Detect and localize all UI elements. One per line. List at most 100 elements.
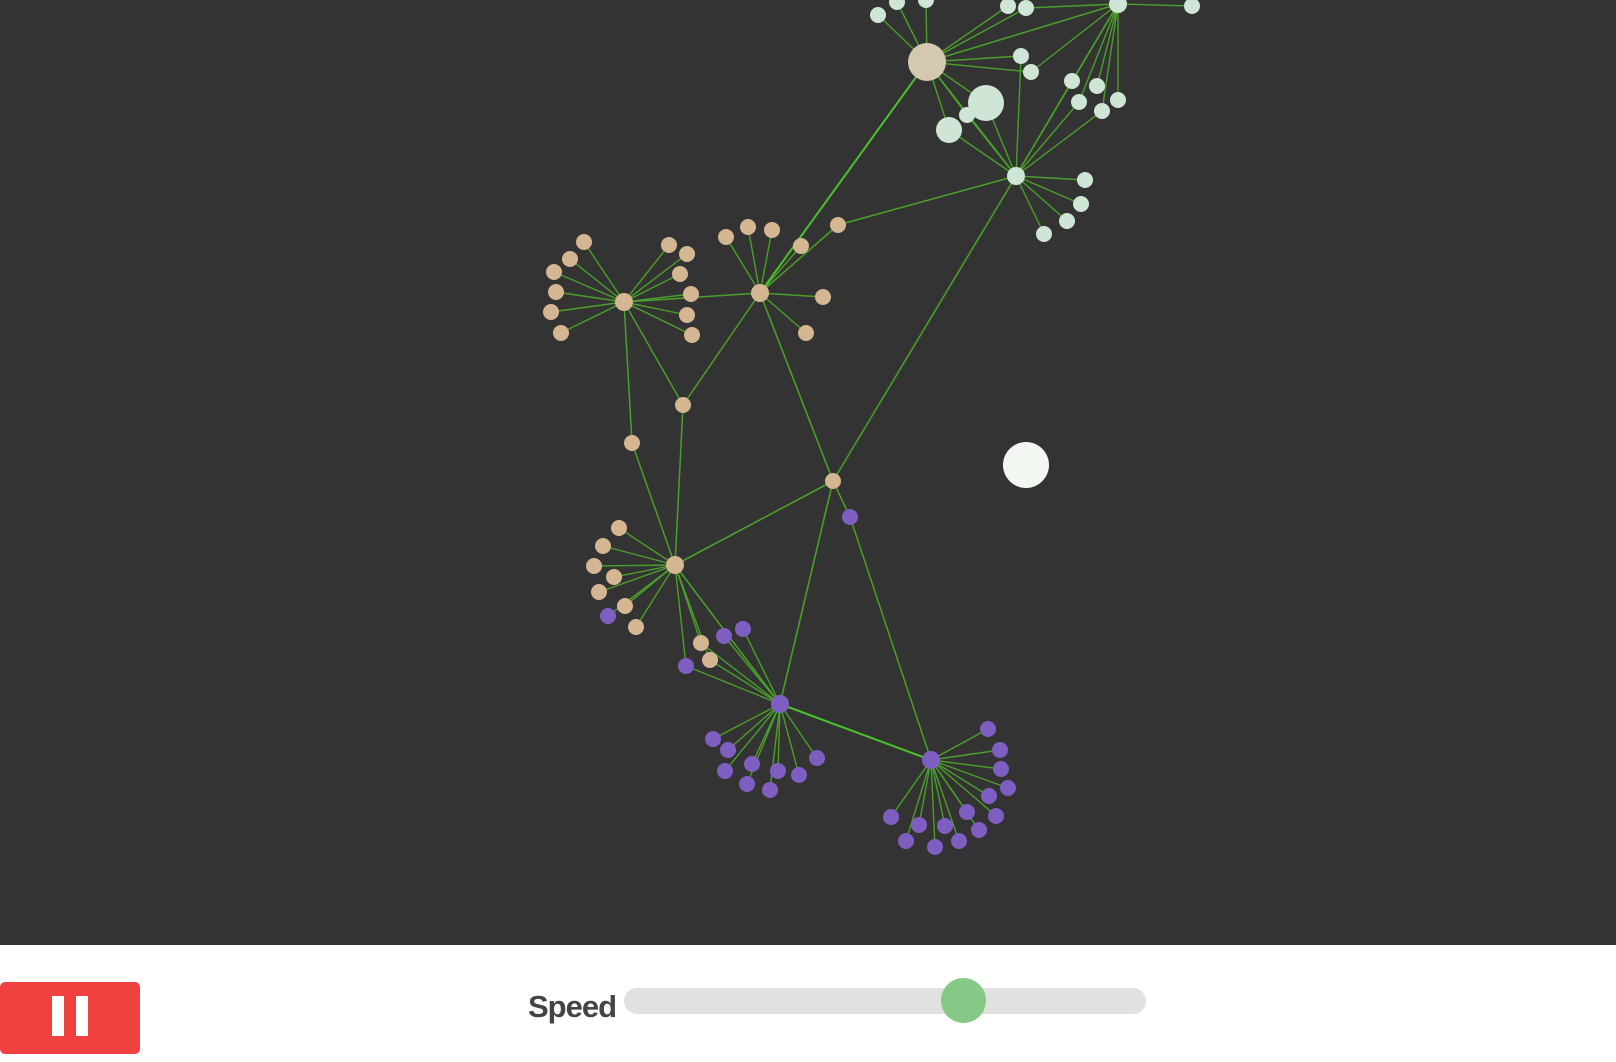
graph-node[interactable] (683, 286, 699, 302)
graph-node[interactable] (1023, 64, 1039, 80)
graph-node[interactable] (1036, 226, 1052, 242)
graph-node[interactable] (720, 742, 736, 758)
graph-hub-node[interactable] (908, 43, 946, 81)
graph-node[interactable] (1089, 78, 1105, 94)
graph-node[interactable] (1110, 92, 1126, 108)
graph-hub-node[interactable] (615, 293, 633, 311)
graph-node[interactable] (679, 307, 695, 323)
graph-node[interactable] (591, 584, 607, 600)
graph-node[interactable] (693, 635, 709, 651)
graph-node[interactable] (661, 237, 677, 253)
graph-hub-node[interactable] (1109, 0, 1127, 13)
graph-node[interactable] (1059, 213, 1075, 229)
graph-node[interactable] (717, 763, 733, 779)
graph-edge (777, 703, 781, 772)
graph-node[interactable] (675, 397, 691, 413)
graph-node[interactable] (815, 289, 831, 305)
graph-node[interactable] (980, 721, 996, 737)
graph-node[interactable] (889, 0, 905, 10)
graph-hub-node[interactable] (771, 695, 789, 713)
graph-node[interactable] (1000, 780, 1016, 796)
graph-node[interactable] (968, 85, 1004, 121)
graph-node[interactable] (624, 435, 640, 451)
graph-edge (759, 292, 824, 298)
graph-node[interactable] (981, 788, 997, 804)
graph-node[interactable] (718, 229, 734, 245)
graph-node[interactable] (770, 763, 786, 779)
graph-node[interactable] (716, 628, 732, 644)
graph-node[interactable] (546, 264, 562, 280)
graph-edge (930, 728, 989, 761)
graph-node[interactable] (684, 327, 700, 343)
graph-node[interactable] (993, 761, 1009, 777)
network-graph-canvas[interactable] (0, 0, 1616, 945)
graph-node[interactable] (937, 818, 953, 834)
graph-node[interactable] (1000, 0, 1016, 14)
graph-node[interactable] (678, 658, 694, 674)
speed-slider-thumb[interactable] (940, 978, 986, 1023)
graph-node[interactable] (1013, 48, 1029, 64)
graph-node[interactable] (798, 325, 814, 341)
graph-node[interactable] (600, 608, 616, 624)
graph-node[interactable] (562, 251, 578, 267)
graph-node[interactable] (744, 756, 760, 772)
graph-node[interactable] (576, 234, 592, 250)
graph-node[interactable] (1064, 73, 1080, 89)
graph-edge (623, 273, 681, 303)
graph-hub-node[interactable] (666, 556, 684, 574)
graph-node[interactable] (870, 7, 886, 23)
graph-node[interactable] (971, 822, 987, 838)
graph-node[interactable] (936, 117, 962, 143)
graph-node[interactable] (595, 538, 611, 554)
graph-node[interactable] (740, 219, 756, 235)
graph-node[interactable] (988, 808, 1004, 824)
graph-hub-node[interactable] (1007, 167, 1025, 185)
graph-node[interactable] (1071, 94, 1087, 110)
graph-node[interactable] (1073, 196, 1089, 212)
graph-node[interactable] (739, 776, 755, 792)
graph-hub-node[interactable] (825, 473, 841, 489)
graph-node[interactable] (1077, 172, 1093, 188)
graph-edge (727, 703, 781, 751)
graph-node[interactable] (762, 782, 778, 798)
graph-node[interactable] (679, 246, 695, 262)
graph-node[interactable] (1018, 0, 1034, 16)
graph-node[interactable] (918, 0, 934, 8)
selected-graph-node[interactable] (1003, 442, 1049, 488)
graph-node[interactable] (735, 621, 751, 637)
network-graph[interactable] (0, 0, 1616, 945)
speed-slider-track[interactable] (624, 988, 1146, 1014)
graph-node[interactable] (1184, 0, 1200, 14)
graph-node[interactable] (617, 598, 633, 614)
graph-node[interactable] (959, 804, 975, 820)
graph-node[interactable] (705, 731, 721, 747)
graph-node[interactable] (927, 839, 943, 855)
graph-nodes[interactable] (543, 0, 1200, 855)
graph-node[interactable] (883, 809, 899, 825)
graph-node[interactable] (606, 569, 622, 585)
graph-edge (905, 759, 932, 842)
graph-node[interactable] (586, 558, 602, 574)
graph-node[interactable] (628, 619, 644, 635)
graph-node[interactable] (672, 266, 688, 282)
graph-node[interactable] (842, 509, 858, 525)
graph-node[interactable] (951, 833, 967, 849)
graph-edge (685, 665, 781, 705)
graph-hub-node[interactable] (751, 284, 769, 302)
graph-node[interactable] (548, 284, 564, 300)
graph-node[interactable] (543, 304, 559, 320)
graph-node[interactable] (553, 325, 569, 341)
graph-node[interactable] (809, 750, 825, 766)
graph-node[interactable] (702, 652, 718, 668)
graph-node[interactable] (992, 742, 1008, 758)
graph-node[interactable] (611, 520, 627, 536)
graph-node[interactable] (764, 222, 780, 238)
pause-button[interactable] (0, 982, 140, 1054)
graph-node[interactable] (898, 833, 914, 849)
graph-hub-node[interactable] (922, 751, 940, 769)
graph-node[interactable] (911, 817, 927, 833)
graph-node[interactable] (793, 238, 809, 254)
graph-node[interactable] (1094, 103, 1110, 119)
graph-node[interactable] (830, 217, 846, 233)
graph-node[interactable] (791, 767, 807, 783)
